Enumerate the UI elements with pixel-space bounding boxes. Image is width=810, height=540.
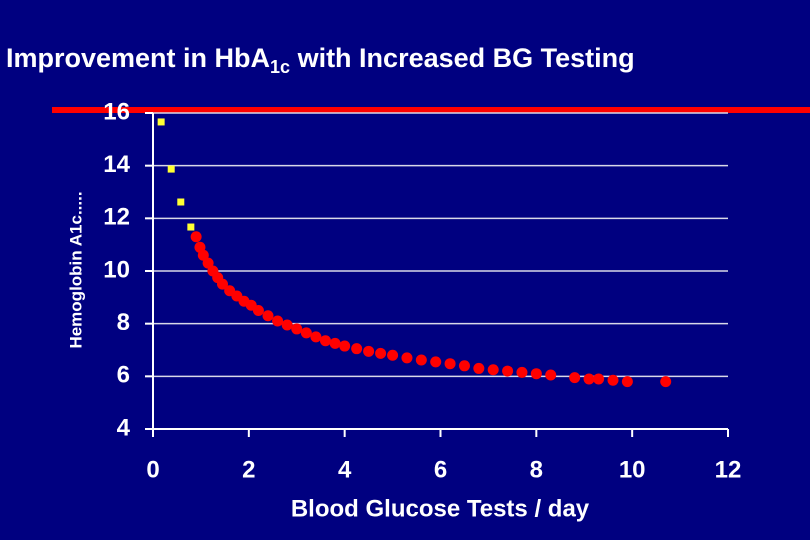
point [502, 365, 514, 377]
x-tick-label: 2 [242, 456, 255, 483]
point [387, 349, 399, 361]
point [190, 231, 202, 243]
point [320, 335, 331, 347]
point [351, 343, 363, 355]
y-tick-label: 8 [117, 309, 130, 336]
point [262, 310, 274, 322]
point [291, 323, 303, 335]
point [339, 340, 351, 352]
point [197, 249, 209, 261]
point [157, 118, 165, 126]
y-tick-label: 6 [117, 362, 130, 389]
x-tick-label: 8 [530, 456, 543, 483]
y-tick-label: 16 [103, 98, 130, 125]
x-tick-label: 10 [619, 456, 646, 483]
point [202, 257, 214, 269]
point [401, 352, 413, 364]
point [375, 347, 387, 359]
y-tick-label: 4 [117, 414, 131, 441]
point [415, 354, 427, 366]
x-axis-label: Blood Glucose Tests / day [291, 495, 590, 522]
point [430, 356, 442, 368]
title-subscript: 1c [270, 57, 290, 77]
title-part: with Increased BG Testing [290, 43, 635, 73]
y-tick-label: 12 [103, 204, 130, 231]
point [329, 337, 341, 349]
point [167, 165, 175, 173]
point [621, 376, 633, 388]
title-part: Improvement in HbA [6, 43, 270, 73]
point [593, 373, 605, 385]
point [516, 366, 528, 378]
y-axis-label: Hemoglobin A1c..... [66, 191, 85, 348]
x-tick-label: 0 [146, 456, 159, 483]
point [444, 358, 456, 370]
point [458, 360, 470, 372]
point [363, 345, 375, 357]
point [660, 376, 672, 388]
x-tick-label: 12 [715, 456, 742, 483]
point [300, 327, 312, 339]
point [216, 278, 228, 290]
point [473, 362, 485, 374]
point [583, 373, 595, 385]
y-tick-label: 10 [103, 256, 130, 283]
point [530, 368, 542, 380]
point [272, 315, 284, 327]
x-tick-label: 6 [434, 456, 447, 483]
point [187, 223, 195, 231]
point [281, 319, 293, 331]
point [177, 198, 185, 206]
x-tick-label: 4 [338, 456, 352, 483]
point [545, 369, 557, 381]
point [607, 374, 619, 386]
point [569, 372, 581, 384]
point [310, 331, 322, 343]
point [487, 364, 499, 376]
y-tick-label: 14 [103, 151, 130, 178]
point [252, 305, 264, 316]
chart-title: Improvement in HbA1c with Increased BG T… [6, 43, 635, 77]
